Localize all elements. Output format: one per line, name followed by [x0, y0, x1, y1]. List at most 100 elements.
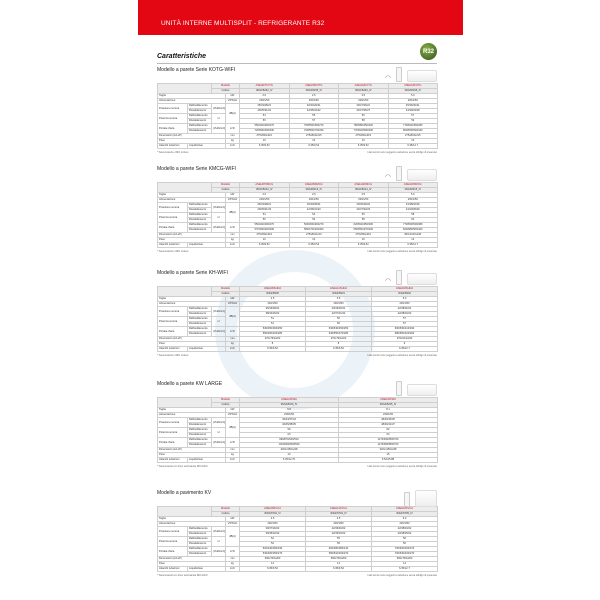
footnote-left: * Telecomando con timer settimanale RKC1… [157, 465, 208, 468]
table-row: Portata d'aria Raffreddamento (VH/H/L/Q) m³… [157, 437, 438, 448]
product-images [404, 490, 437, 507]
table-row: Attacchi tubazioni Liquido/Gas inch 6.35/9.… [157, 242, 438, 248]
table-cell: H [211, 316, 226, 327]
table-cell: (VH/H/L/Q) [211, 103, 226, 114]
table-cell: (VH/H/L/Q) [211, 123, 226, 134]
unit: dB(A) [225, 103, 240, 124]
remote-control-image [404, 492, 410, 507]
divider [157, 63, 437, 64]
row-label: Attacchi tubazioni [157, 242, 188, 248]
value-cell: 9.52/15.88 [338, 457, 438, 463]
footnote-left: * Telecomando e WiFi incluso [157, 250, 189, 253]
table-cell: (VH/H/L/Q) [211, 526, 226, 537]
table-cell: Liquido/Gas [187, 346, 226, 352]
row-label: Portata d'aria [157, 123, 188, 134]
indoor-unit-image [407, 169, 437, 181]
model-section: Modello a parete Serie KOTG-WIFI ◠ Modello… [157, 67, 438, 154]
row-label: Portata d'aria [157, 546, 188, 557]
table-cell [157, 506, 212, 517]
table-row: Alimentazione V/Ph/Hz 230/1/50 230/1/50 230/… [157, 197, 438, 203]
table-cell [157, 397, 212, 408]
wifi-icon: ◠ [384, 174, 391, 181]
footnotes: * Telecomando con timer settimanale RKC1… [157, 465, 437, 468]
wifi-icon: ◠ [384, 278, 391, 285]
value-cell: 6.35/9.52 [305, 346, 372, 352]
row-label: Potenza sonora [157, 113, 188, 124]
value-cell: 6.35/9.52 [288, 143, 339, 149]
row-label: Potenza sonora [157, 316, 188, 327]
table-row: Potenza sonora Raffreddamento H 52 55 56 [157, 536, 438, 547]
value-cell: 6.35/12.7 [371, 566, 438, 572]
table-cell: (VH/H/L/Q) [211, 306, 226, 317]
value-cell: 6.35/9.52 [305, 566, 372, 572]
footnote-right: I dati tecnici sono soggetti a variazion… [367, 465, 437, 468]
row-label: Portata d'aria [157, 222, 188, 233]
row-label: Pressione sonora [157, 202, 188, 213]
unit: inch [225, 566, 240, 572]
table-row: Riscaldamento 40/35/31/23 42/36/31/23 42/37… [158, 207, 438, 213]
header-row: Codice 3NGF8240_IV 3NGF8245_IV [158, 402, 438, 408]
product-images [396, 381, 437, 396]
footnotes: * Telecomando e WiFi incluso I dati tecni… [157, 354, 437, 357]
header-row: Codice 3NGF8930 3NGF8931 3NGF8932 [158, 291, 438, 297]
table-row: Attacchi tubazioni Liquido/Gas inch 6.35/12… [157, 457, 438, 463]
table-row: Attacchi tubazioni Liquido/Gas inch 6.35/9.… [157, 143, 438, 149]
table-cell: H [211, 427, 226, 438]
unit: inch [225, 143, 240, 149]
table-cell: (VH/H/L/Q) [211, 417, 226, 428]
footnote-left: * Telecomando e WiFi incluso [157, 151, 189, 154]
footnotes: * Telecomando e WiFi incluso I dati tecni… [157, 151, 437, 154]
row-label: Attacchi tubazioni [157, 346, 188, 352]
value-cell: 6.35/9.52 [239, 242, 290, 248]
table-cell: H [211, 113, 226, 124]
unit: m³/h [225, 437, 240, 448]
table-row: Attacchi tubazioni Liquido/Gas inch 6.35/9.… [157, 346, 438, 352]
value-cell: 6.35/9.52 [239, 566, 306, 572]
spec-table: Modello ASEH09KVCA ASEH12KVCA ASEH18KVCA Cod… [157, 506, 438, 572]
unit: dB(A) [225, 526, 240, 547]
value-cell: 6.35/12.7 [387, 143, 438, 149]
row-label: Potenza sonora [157, 212, 188, 223]
row-label: Attacchi tubazioni [157, 566, 188, 572]
remote-control-image [396, 381, 402, 396]
footnotes: * Telecomando con timer settimanale RKC1… [157, 574, 437, 577]
footnotes: * Telecomando e WiFi incluso I dati tecni… [157, 250, 437, 253]
unit: inch [225, 457, 240, 463]
product-images: ◠ [385, 67, 437, 82]
indoor-unit-image [415, 490, 437, 507]
row-label: Pressione sonora [157, 103, 188, 114]
table-cell [157, 182, 212, 193]
value-cell: 6.35/12.7 [371, 346, 438, 352]
section-title: Modello a parete KW LARGE [157, 381, 223, 387]
indoor-unit-image [407, 273, 437, 285]
spec-table: Modello ASEH24KWA ASEH30KWA Codice 3NGF8240_… [157, 397, 438, 463]
table-cell: Liquido/Gas [187, 242, 226, 248]
footnote-right: I dati tecnici sono soggetti a variazion… [367, 354, 437, 357]
row-label: Pressione sonora [157, 526, 188, 537]
value-cell: 6.35/9.52 [239, 143, 290, 149]
unit: m³/h [225, 123, 240, 134]
unit: m³/h [225, 546, 240, 557]
section-title: Modello a parete Serie KH-WIFI [157, 270, 228, 276]
unit: m³/h [225, 326, 240, 337]
unit: dB(A) [225, 417, 240, 438]
table-cell: Liquido/Gas [187, 457, 226, 463]
row-label: Potenza sonora [157, 427, 188, 438]
wifi-icon: ◠ [384, 75, 391, 82]
footnote-right: I dati tecnici sono soggetti a variazion… [367, 151, 437, 154]
remote-control-image [396, 270, 402, 285]
table-cell [157, 286, 212, 297]
row-label: Pressione sonora [157, 306, 188, 317]
row-label: Attacchi tubazioni [157, 457, 188, 463]
row-label: Pressione sonora [157, 417, 188, 428]
footnote-right: I dati tecnici sono soggetti a variazion… [367, 574, 437, 577]
table-cell: (VH/H/L/Q) [211, 222, 226, 233]
table-row: Dimensioni (AxLxP) mm 270x794x222 270x794x2… [157, 336, 438, 342]
unit: inch [225, 242, 240, 248]
unit: dB(A) [225, 202, 240, 223]
section-title: Modello a parete Serie KMCG-WIFI [157, 166, 236, 172]
header-banner: UNITÀ INTERNE MULTISPLIT - REFRIGERANTE … [138, 0, 463, 35]
table-row: Riscaldamento 1020/900/660/530 1170/990/85… [158, 442, 438, 448]
table-cell: H [211, 212, 226, 223]
remote-control-image [396, 67, 402, 82]
